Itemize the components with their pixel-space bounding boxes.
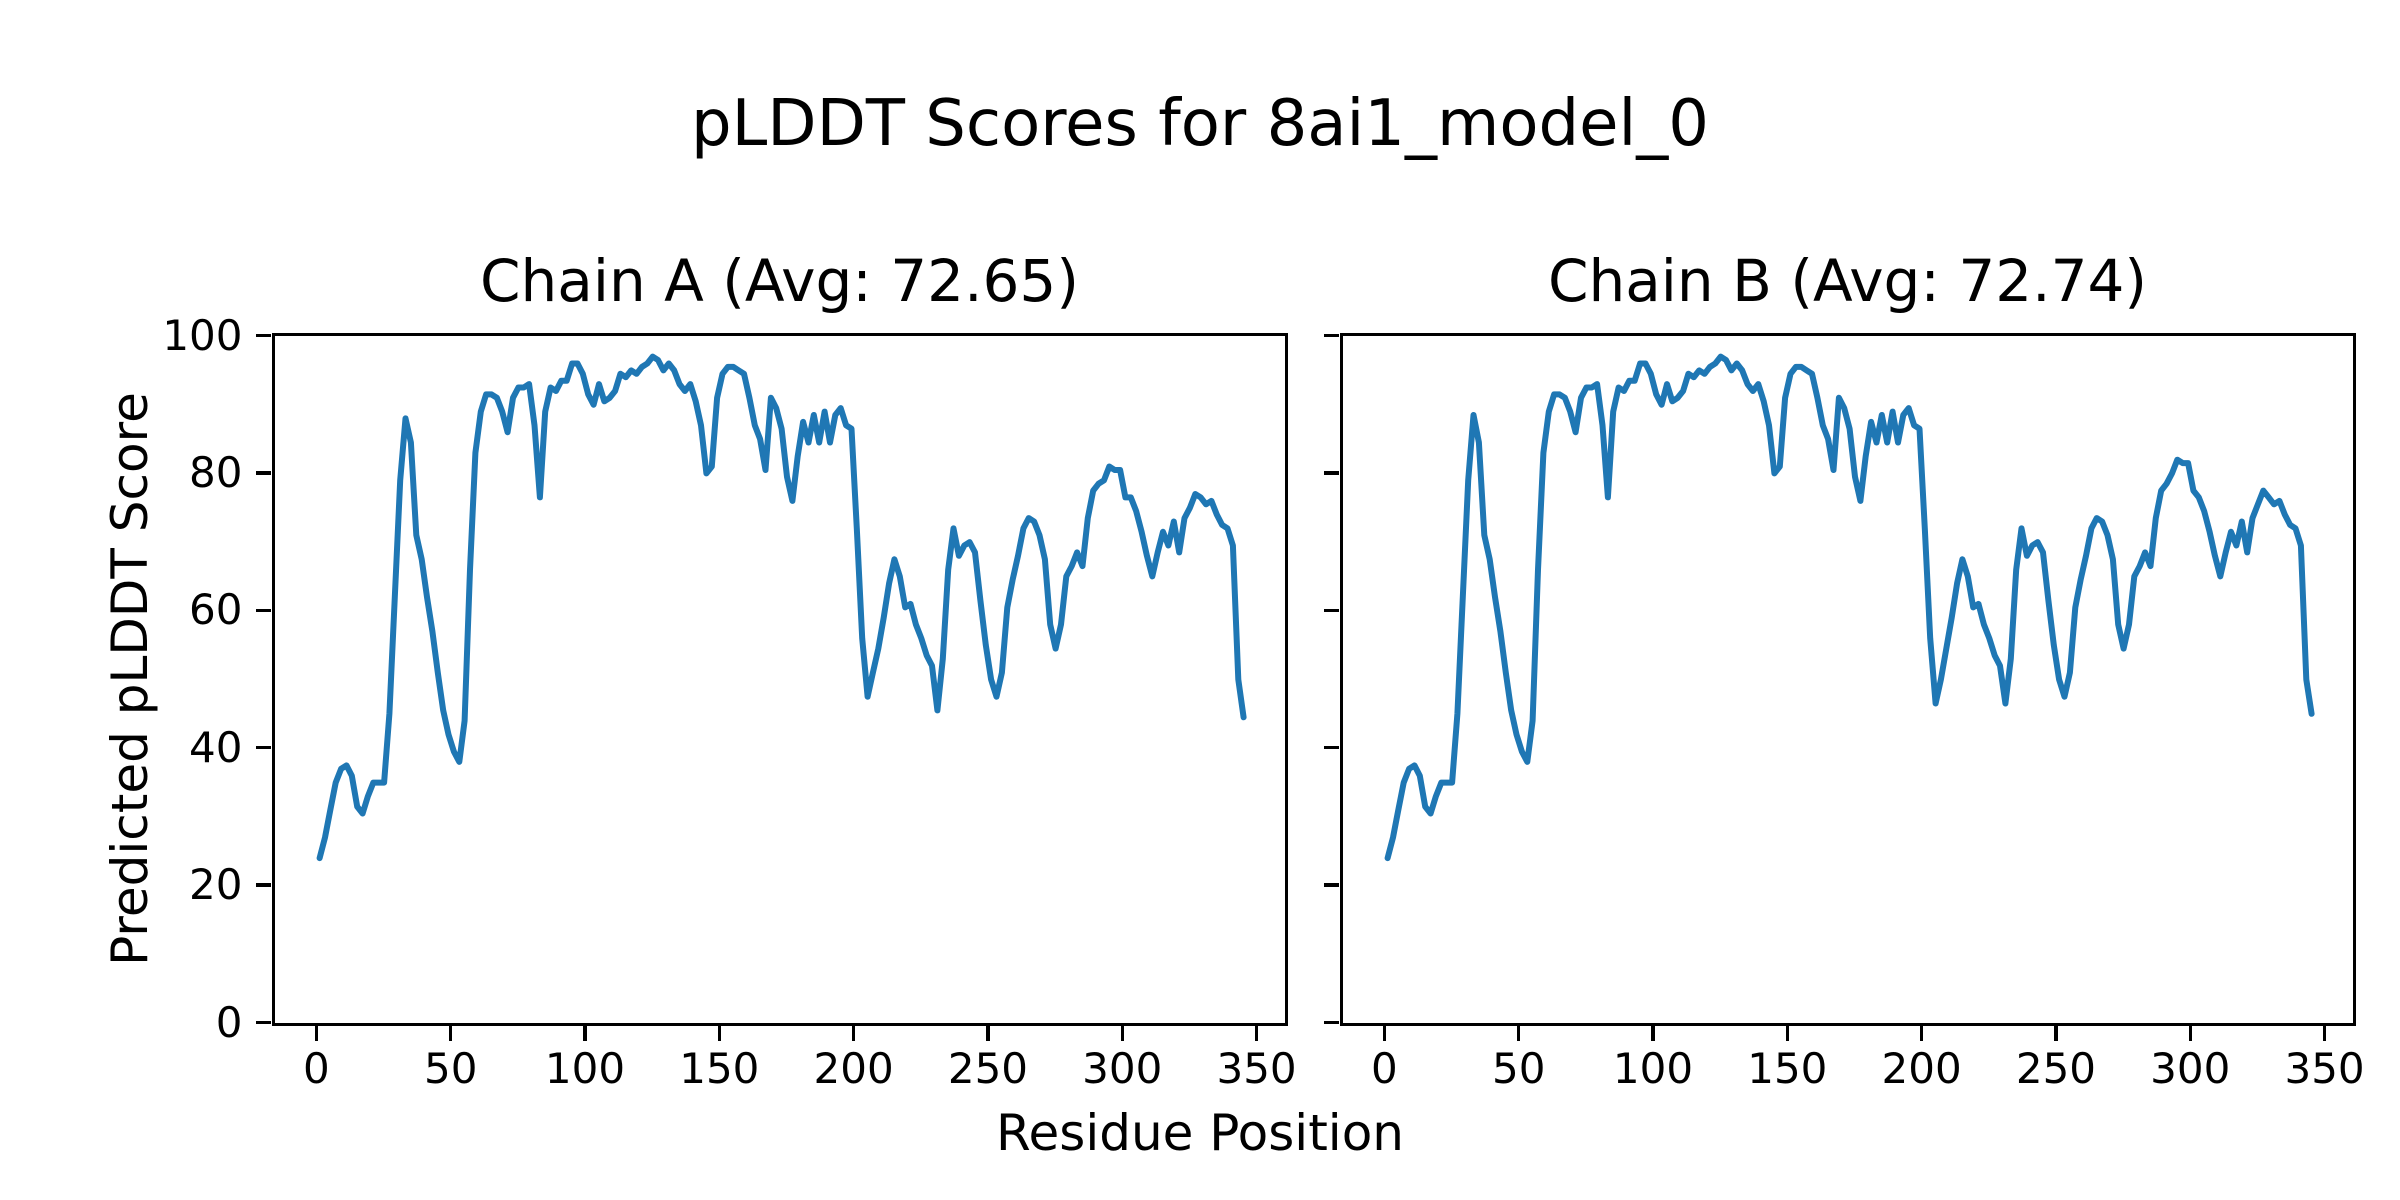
x-tick-label: 150 — [679, 1043, 760, 1093]
x-tick — [1516, 1026, 1521, 1041]
x-tick-label: 200 — [1881, 1043, 1962, 1093]
y-tick-label: 100 — [162, 310, 243, 360]
x-tick — [1382, 1026, 1387, 1041]
y-tick-label: 20 — [189, 860, 243, 910]
figure-title: pLDDT Scores for 8ai1_model_0 — [691, 87, 1709, 161]
x-tick-label: 250 — [2015, 1043, 2097, 1093]
y-tick — [256, 1020, 271, 1025]
y-tick — [1324, 333, 1339, 338]
x-tick — [717, 1026, 722, 1041]
x-tick-label: 100 — [544, 1043, 626, 1093]
x-tick — [1120, 1026, 1124, 1041]
y-tick-label: 80 — [189, 447, 243, 497]
plot-canvas-chain-b — [1384, 353, 2315, 861]
x-tick — [2188, 1026, 2192, 1041]
x-tick — [448, 1026, 453, 1041]
x-tick — [986, 1026, 990, 1041]
y-tick — [256, 883, 271, 887]
subplot-chain-b-title: Chain B (Avg: 72.74) — [1547, 246, 2148, 315]
subplot-chain-b: Chain B (Avg: 72.74) 0 50 100 150 200 250 300 3… — [1324, 252, 2365, 1089]
y-tick — [1324, 471, 1339, 475]
y-axis-label: Predicted pLDDT Score — [101, 392, 159, 966]
plddt-line-chain-b — [1384, 353, 2315, 861]
y-tick-label: 40 — [189, 722, 243, 772]
y-tick — [256, 333, 271, 338]
x-tick-label: 50 — [423, 1043, 478, 1093]
x-tick-label: 0 — [1371, 1043, 1398, 1093]
y-tick-label: 0 — [215, 997, 243, 1047]
y-tick — [256, 745, 271, 750]
x-tick-label: 50 — [1491, 1043, 1546, 1093]
y-tick — [1324, 1020, 1339, 1025]
x-tick-label: 350 — [2284, 1043, 2365, 1093]
x-tick — [1919, 1026, 1924, 1041]
y-tick — [1324, 608, 1339, 613]
plot-canvas-chain-a — [316, 353, 1247, 861]
x-tick — [583, 1026, 587, 1041]
plddt-line-chain-a — [316, 353, 1247, 861]
subplot-chain-a: Chain A (Avg: 72.65) 0 50 100 150 200 250 300 3… — [162, 252, 1296, 1090]
x-tick-label: 250 — [947, 1043, 1029, 1093]
x-tick-label: 350 — [1216, 1043, 1297, 1093]
x-axis-label: Residue Position — [996, 1104, 1404, 1162]
x-tick — [2054, 1026, 2058, 1041]
x-tick-label: 300 — [1082, 1043, 1163, 1093]
y-tick — [256, 471, 271, 475]
y-tick — [1324, 745, 1339, 750]
x-tick — [2322, 1026, 2327, 1041]
y-tick-label: 60 — [189, 585, 243, 635]
y-tick — [1324, 883, 1339, 887]
subplot-chain-a-title: Chain A (Avg: 72.65) — [480, 246, 1079, 315]
x-tick-label: 300 — [2150, 1043, 2231, 1093]
x-tick — [314, 1026, 319, 1041]
x-tick — [851, 1026, 856, 1041]
x-tick-label: 100 — [1612, 1043, 1694, 1093]
x-tick — [1254, 1026, 1259, 1041]
x-tick-label: 200 — [813, 1043, 894, 1093]
x-tick — [1785, 1026, 1790, 1041]
x-tick-label: 150 — [1747, 1043, 1828, 1093]
x-tick — [1651, 1026, 1655, 1041]
y-tick — [256, 608, 271, 613]
x-tick-label: 0 — [303, 1043, 330, 1093]
